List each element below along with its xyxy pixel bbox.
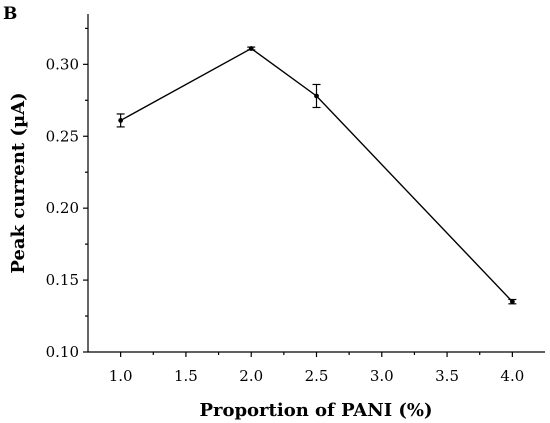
- y-tick-label: 0.15: [46, 271, 79, 289]
- y-tick-label: 0.10: [46, 343, 79, 361]
- x-tick-label: 3.5: [435, 367, 459, 385]
- x-tick-label: 2.5: [305, 367, 329, 385]
- data-point: [118, 118, 124, 123]
- axes: [87, 14, 545, 353]
- data-point: [248, 46, 254, 51]
- data-point: [509, 299, 515, 305]
- x-tick-label: 1.0: [109, 367, 133, 385]
- x-axis-title: Proportion of PANI (%): [199, 400, 432, 421]
- x-tick-label: 3.0: [370, 367, 394, 385]
- panel-label: B: [3, 4, 17, 24]
- series-line: [120, 47, 513, 303]
- x-ticks: 1.0 1.5 2.0 2.5 3.0 3.5 4.0: [109, 352, 524, 385]
- y-tick-label: 0.25: [46, 127, 79, 145]
- x-tick-label: 4.0: [500, 367, 524, 385]
- y-axis-title: Peak current (µA): [8, 92, 29, 273]
- y-tick-label: 0.30: [46, 55, 79, 73]
- y-ticks: 0.10 0.15 0.20 0.25 0.30: [46, 27, 88, 361]
- plot-area: [116, 46, 517, 305]
- y-tick-label: 0.20: [46, 199, 79, 217]
- x-tick-label: 1.5: [174, 367, 198, 385]
- x-tick-label: 2.0: [239, 367, 263, 385]
- data-point: [314, 93, 319, 99]
